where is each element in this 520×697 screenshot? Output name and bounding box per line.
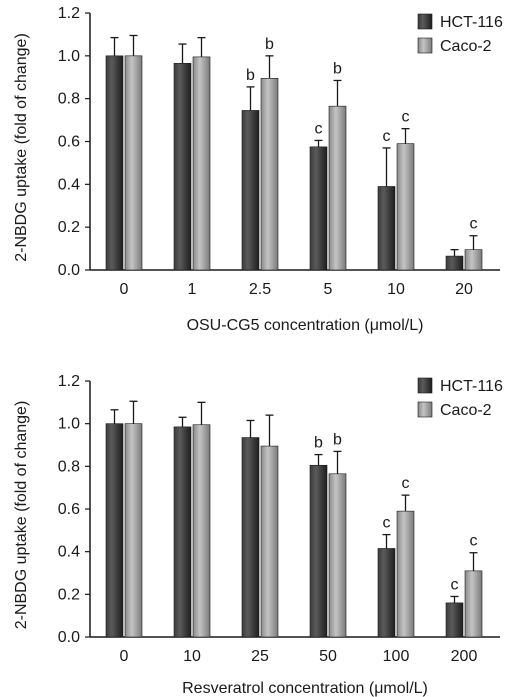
significance-label: b [246,67,255,84]
legend-swatch [417,377,433,394]
y-tick-label: 0.8 [58,458,80,475]
y-tick-label: 0.8 [58,91,80,108]
chart-osu-cg5: 0.0 0.2 0.4 0.6 0.8 1.0 1.2 2-NBDG uptake (fold… [13,5,503,334]
y-tick-label: 1.2 [58,373,80,390]
x-tick-label: 0 [120,281,129,298]
bar-caco-2 [328,105,347,271]
legend-label: HCT-116 [440,14,503,31]
significance-label: c [470,216,478,233]
significance-label: c [315,120,323,137]
y-tick-label: 1.0 [58,48,80,65]
x-tick-label: 10 [183,648,201,665]
significance-label: c [470,533,478,550]
bar-hct-116 [309,146,328,271]
y-axis-title: 2-NBDG uptake (fold of change) [13,401,30,630]
bar-caco-2 [328,473,347,638]
bar-caco-2 [396,510,415,638]
bar-hct-116 [173,63,192,271]
x-axis-title: Resveratrol concentration (μmol/L) [182,680,428,697]
bar-caco-2 [192,56,211,271]
x-tick-label: 50 [319,648,337,665]
bar-caco-2 [260,78,279,271]
significance-label: b [333,60,342,77]
significance-label: c [402,475,410,492]
chart-resveratrol: 0.0 0.2 0.4 0.6 0.8 1.0 1.2 2-NBDG uptake (fold… [13,373,503,697]
x-tick-label: 100 [383,648,410,665]
bar-hct-116 [173,426,192,638]
y-tick-label: 0.4 [58,544,80,561]
bar-caco-2 [124,423,143,638]
x-axis-title: OSU-CG5 concentration (μmol/L) [187,317,424,334]
significance-label: b [333,431,342,448]
bar-hct-116 [445,255,464,271]
significance-label: c [383,515,391,532]
bar-caco-2 [260,445,279,638]
bar-caco-2 [124,55,143,271]
significance-label: b [314,435,323,452]
x-tick-label: 2.5 [249,281,271,298]
x-tick-label: 1 [188,281,197,298]
x-tick-label: 0 [120,648,129,665]
bar-hct-116 [309,464,328,638]
y-tick-label: 0.0 [58,629,80,646]
legend-swatch [417,401,433,418]
y-tick-label: 0.0 [58,262,80,279]
legend-swatch [417,13,433,30]
bar-hct-116 [105,55,124,271]
bar-caco-2 [464,249,483,271]
y-tick-label: 0.6 [58,134,80,151]
y-tick-label: 1.0 [58,416,80,433]
significance-label: b [265,36,274,53]
x-tick-label: 20 [455,281,473,298]
significance-label: c [451,576,459,593]
bar-hct-116 [377,186,396,271]
y-axis-title: 2-NBDG uptake (fold of change) [13,33,30,262]
bar-caco-2 [464,570,483,638]
x-tick-label: 10 [387,281,405,298]
legend-swatch [417,37,433,54]
legend-label: Caco-2 [440,38,492,55]
y-tick-label: 0.2 [58,219,80,236]
x-tick-label: 25 [251,648,269,665]
y-tick-label: 0.2 [58,586,80,603]
x-tick-label: 5 [324,281,333,298]
y-tick-label: 0.4 [58,176,80,193]
y-tick-label: 0.6 [58,501,80,518]
bar-hct-116 [377,548,396,638]
x-tick-label: 200 [451,648,478,665]
y-tick-label: 1.2 [58,5,80,22]
legend-label: HCT-116 [440,378,503,395]
significance-label: c [383,128,391,145]
bar-caco-2 [396,143,415,271]
bar-hct-116 [241,437,260,638]
bar-hct-116 [445,602,464,638]
bar-caco-2 [192,424,211,638]
bar-hct-116 [105,423,124,638]
legend-label: Caco-2 [440,402,492,419]
significance-label: c [402,109,410,126]
bar-hct-116 [241,110,260,271]
